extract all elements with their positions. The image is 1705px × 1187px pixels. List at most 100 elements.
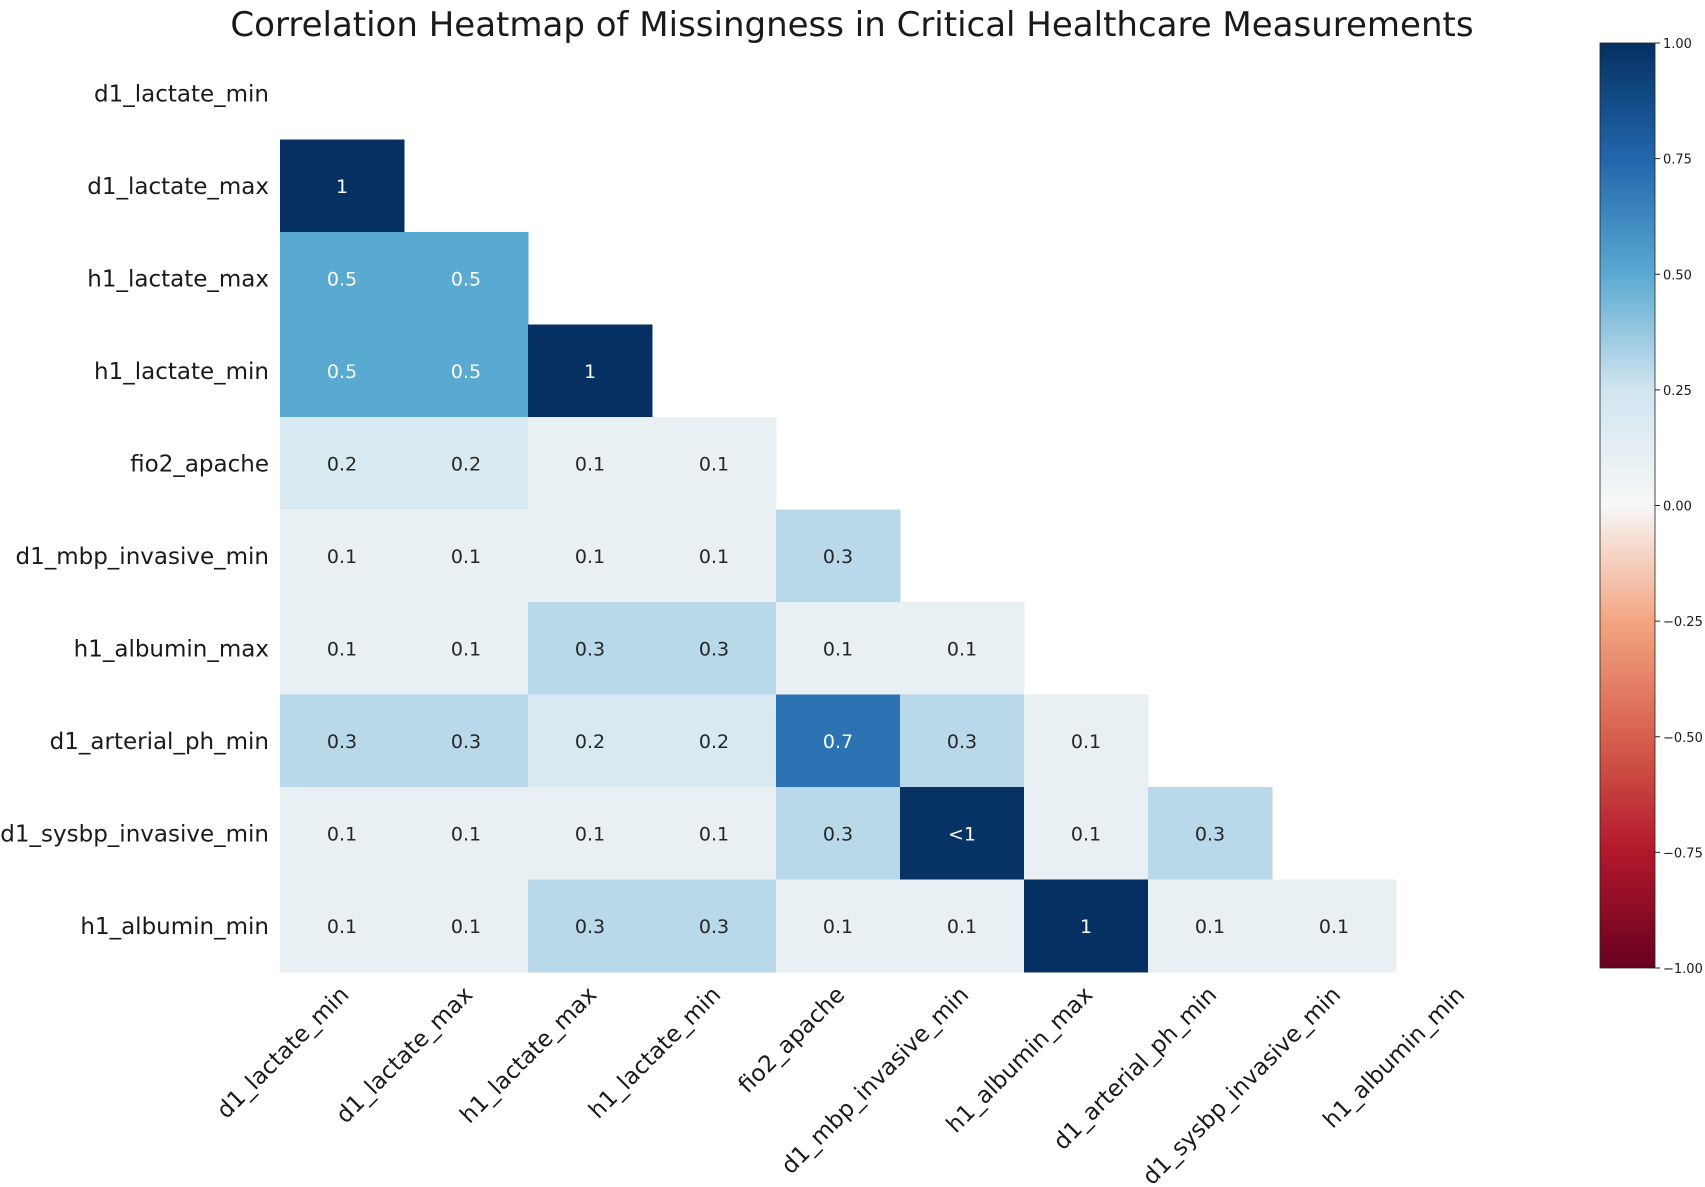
cell-value-label: 0.3 [575, 638, 605, 660]
cell-value-label: 0.1 [947, 916, 977, 938]
cell-value-label: 0.3 [699, 916, 729, 938]
cell-value-label: 0.5 [451, 268, 481, 290]
colorbar-tick-label: 0.00 [1663, 500, 1692, 515]
cell-value-label: 0.1 [1319, 916, 1349, 938]
heatmap-cell [900, 787, 1025, 880]
cell-value-label: 0.1 [451, 638, 481, 660]
heatmap-cell [280, 879, 405, 973]
column-labels: d1_lactate_mind1_lactate_maxh1_lactate_m… [212, 982, 1470, 1187]
heatmap-cell [776, 509, 901, 603]
heatmap-cell [1148, 787, 1273, 880]
row-label: d1_arterial_ph_min [50, 729, 269, 755]
heatmap-cell [652, 417, 777, 510]
cell-value-label: 0.3 [823, 823, 853, 845]
heatmap-cell [652, 879, 777, 973]
colorbar-tick-label: −1.00 [1663, 962, 1703, 977]
heatmap-cell [776, 694, 901, 788]
column-label: d1_sysbp_invasive_min [1138, 982, 1346, 1187]
column-label: d1_lactate_max [331, 982, 478, 1129]
cell-value-label: 0.3 [451, 731, 481, 753]
heatmap-cell [528, 879, 653, 973]
heatmap-cell [404, 324, 529, 418]
colorbar-tick-label: 0.25 [1663, 384, 1692, 399]
cell-value-label: 0.1 [947, 638, 977, 660]
cell-value-label: 0.1 [1195, 916, 1225, 938]
cell-value-label: 1 [584, 361, 596, 383]
heatmap-cell [900, 879, 1025, 973]
cell-value-label: 0.5 [451, 361, 481, 383]
heatmap-cell [280, 232, 405, 325]
cell-value-label: 0.1 [451, 823, 481, 845]
colorbar-tick-label: −0.75 [1663, 846, 1703, 861]
heatmap-cell [652, 602, 777, 695]
cell-value-label: <1 [948, 823, 976, 845]
cell-value-label: 0.2 [451, 453, 481, 475]
heatmap-cell [776, 787, 901, 880]
heatmap-cell [1024, 879, 1149, 973]
cell-value-label: 0.5 [327, 268, 357, 290]
heatmap-cell [652, 694, 777, 788]
heatmap-cell [280, 139, 405, 233]
heatmap-cells: 1 0.5 0.5 0.5 0.5 1 0.2 0.2 0.1 0.1 0.1 0.1 0.1 0.1 0.… [280, 139, 1397, 973]
cell-value-label: 0.1 [699, 453, 729, 475]
column-label: d1_lactate_min [212, 982, 354, 1124]
cell-value-label: 0.1 [575, 823, 605, 845]
colorbar-tick-label: −0.25 [1663, 615, 1703, 630]
heatmap-cell [1272, 879, 1397, 973]
cell-value-label: 0.7 [823, 731, 853, 753]
cell-value-label: 1 [336, 176, 348, 198]
row-label: d1_sysbp_invasive_min [0, 821, 269, 847]
cell-value-label: 0.2 [575, 731, 605, 753]
cell-value-label: 0.1 [1071, 823, 1101, 845]
heatmap-cell [652, 787, 777, 880]
heatmap-cell [404, 787, 529, 880]
cell-value-label: 0.1 [327, 638, 357, 660]
chart-title: Correlation Heatmap of Missingness in Cr… [230, 5, 1473, 45]
row-label: h1_albumin_min [80, 914, 269, 940]
cell-value-label: 0.1 [699, 546, 729, 568]
cell-value-label: 0.3 [823, 546, 853, 568]
heatmap-cell [280, 787, 405, 880]
row-label: fio2_apache [130, 451, 269, 477]
cell-value-label: 0.1 [327, 823, 357, 845]
cell-value-label: 0.3 [699, 638, 729, 660]
heatmap-cell [528, 602, 653, 695]
heatmap-cell [776, 602, 901, 695]
cell-value-label: 0.1 [575, 546, 605, 568]
heatmap-cell [900, 602, 1025, 695]
heatmap-cell [528, 509, 653, 603]
cell-value-label: 0.1 [823, 916, 853, 938]
heatmap-cell [280, 602, 405, 695]
heatmap-cell [528, 417, 653, 510]
colorbar-tick-label: 0.50 [1663, 268, 1692, 283]
cell-value-label: 0.3 [327, 731, 357, 753]
cell-value-label: 0.1 [1071, 731, 1101, 753]
heatmap-cell [528, 324, 653, 418]
cell-value-label: 0.1 [327, 546, 357, 568]
colorbar-tick-label: 1.00 [1663, 37, 1692, 52]
colorbar-gradient [1600, 43, 1655, 968]
row-label: d1_mbp_invasive_min [15, 544, 269, 570]
heatmap-cell [1148, 879, 1273, 973]
heatmap-cell [404, 602, 529, 695]
heatmap-cell [280, 694, 405, 788]
heatmap-cell [652, 509, 777, 603]
colorbar-tick-label: 0.75 [1663, 153, 1692, 168]
row-label: d1_lactate_max [87, 174, 269, 200]
row-label: d1_lactate_min [94, 81, 269, 107]
cell-value-label: 0.3 [1195, 823, 1225, 845]
cell-value-label: 0.1 [575, 453, 605, 475]
cell-value-label: 0.1 [327, 916, 357, 938]
row-labels: d1_lactate_min d1_lactate_max h1_lactate_m… [0, 81, 269, 940]
cell-value-label: 0.3 [575, 916, 605, 938]
row-label: h1_lactate_max [87, 266, 269, 292]
row-label: h1_lactate_min [94, 359, 269, 385]
heatmap-cell [404, 232, 529, 325]
heatmap-cell [280, 324, 405, 418]
heatmap-cell [404, 509, 529, 603]
heatmap-cell [528, 787, 653, 880]
row-label: h1_albumin_max [74, 636, 269, 662]
heatmap-cell [1024, 694, 1149, 788]
cell-value-label: 0.1 [451, 916, 481, 938]
